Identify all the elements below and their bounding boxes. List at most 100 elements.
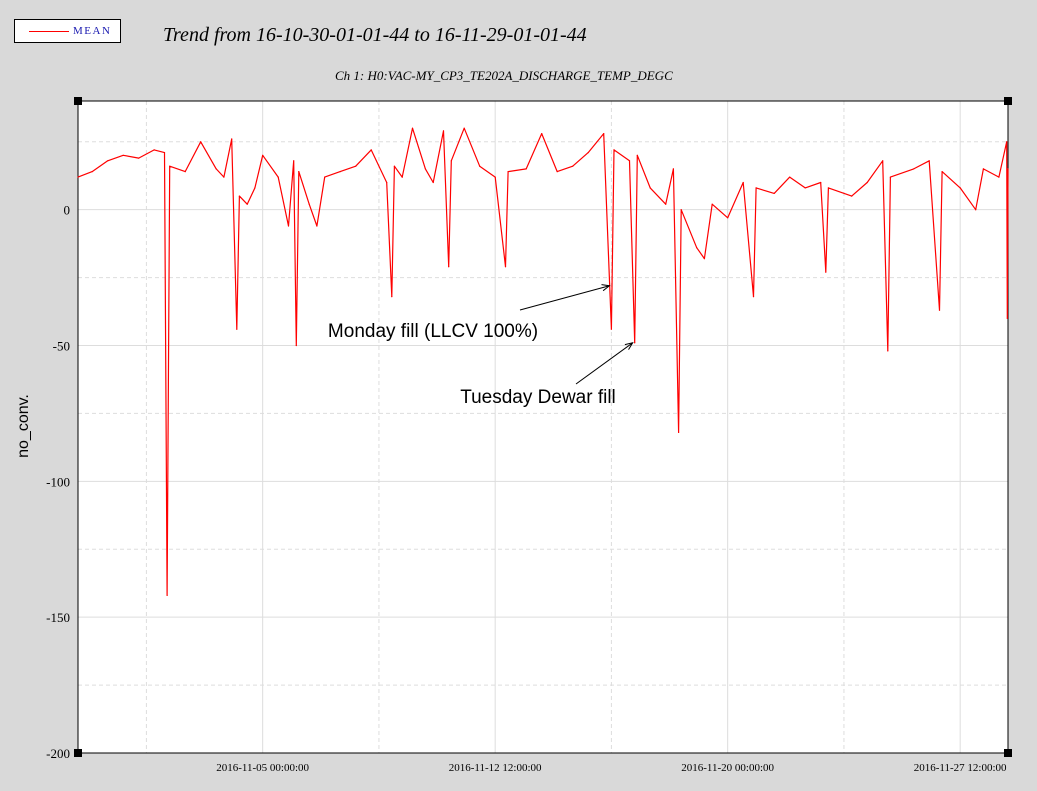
- data-point: [91, 171, 93, 173]
- data-point: [287, 225, 290, 227]
- chart-title: Trend from 16-10-30-01-01-44 to 16-11-29…: [163, 24, 587, 46]
- data-point: [507, 171, 509, 173]
- data-point: [215, 168, 217, 170]
- annotation-arrow: [575, 342, 633, 385]
- data-point: [254, 187, 256, 189]
- data-point: [238, 195, 240, 197]
- data-point: [295, 344, 297, 347]
- x-tick-label: 2016-11-27 12:00:00: [914, 762, 1007, 774]
- y-tick-label: -150: [46, 610, 70, 625]
- data-point: [391, 296, 393, 298]
- data-point: [153, 149, 155, 151]
- annotation-label: Tuesday Dewar fill: [460, 387, 616, 408]
- data-point: [324, 176, 326, 178]
- data-point: [393, 165, 395, 167]
- annotation-label: Monday fill (LLCV 100%): [328, 321, 538, 342]
- data-point: [107, 160, 109, 162]
- data-point: [1006, 317, 1008, 319]
- data-point: [424, 168, 426, 170]
- data-point: [742, 181, 744, 184]
- data-point: [223, 176, 225, 178]
- data-point: [572, 165, 574, 167]
- data-point: [448, 266, 450, 268]
- data-point: [998, 176, 1000, 178]
- legend-label: MEAN: [73, 25, 112, 37]
- data-point: [610, 328, 613, 330]
- data-point: [293, 160, 295, 162]
- data-point: [556, 171, 558, 173]
- data-point: [636, 154, 638, 156]
- data-point: [138, 157, 140, 159]
- annotation-arrowhead: [624, 342, 634, 350]
- data-point: [504, 266, 507, 268]
- data-point: [789, 176, 791, 178]
- data-point: [77, 176, 79, 178]
- data-point: [913, 168, 915, 170]
- data-point: [277, 176, 279, 178]
- data-point: [773, 192, 775, 194]
- y-tick-label: 0: [64, 203, 71, 218]
- data-point: [541, 133, 543, 135]
- data-point: [941, 171, 943, 173]
- data-point: [711, 203, 713, 205]
- data-point: [1007, 168, 1009, 170]
- data-point: [401, 176, 403, 178]
- data-point: [231, 138, 233, 140]
- data-point: [246, 203, 248, 205]
- data-point: [649, 187, 651, 189]
- data-point: [587, 152, 589, 154]
- data-point: [887, 350, 889, 352]
- data-point: [827, 187, 830, 189]
- data-point: [339, 171, 341, 173]
- annotation-arrow: [519, 285, 610, 311]
- legend: MEAN: [14, 19, 121, 43]
- data-point: [603, 133, 605, 135]
- plot-frame: [77, 100, 1009, 754]
- data-point: [432, 181, 434, 184]
- data-point: [298, 171, 300, 173]
- data-point: [411, 127, 414, 129]
- data-point: [678, 431, 680, 433]
- data-point: [680, 209, 682, 211]
- legend-swatch: [29, 31, 69, 32]
- data-point: [804, 187, 806, 189]
- data-point: [825, 271, 827, 273]
- data-point: [696, 247, 698, 249]
- data-point: [442, 130, 445, 132]
- data-point: [727, 217, 729, 219]
- channel-title: Ch 1: H0:VAC-MY_CP3_TE202A_DISCHARGE_TEM…: [335, 68, 673, 83]
- data-point: [752, 296, 755, 298]
- data-point: [889, 176, 892, 178]
- series-line-mean: [77, 127, 1009, 596]
- data-point: [975, 209, 977, 211]
- data-point: [463, 127, 465, 129]
- corner-handle: [74, 749, 82, 757]
- x-tick-label: 2016-11-12 12:00:00: [449, 762, 542, 774]
- corner-handle: [1004, 97, 1012, 105]
- data-point: [370, 149, 372, 151]
- plot-area: [78, 101, 1008, 753]
- corner-handle: [1004, 749, 1012, 757]
- data-point: [184, 171, 186, 173]
- data-point: [634, 342, 636, 344]
- data-point: [672, 168, 675, 170]
- corner-handle: [74, 97, 82, 105]
- annotation-arrowhead: [601, 284, 611, 292]
- data-point: [450, 160, 452, 162]
- data-point: [316, 225, 318, 227]
- data-point: [236, 328, 238, 330]
- data-point: [820, 181, 822, 184]
- x-tick-label: 2016-11-20 00:00:00: [681, 762, 774, 774]
- data-point: [928, 160, 930, 162]
- data-point: [386, 181, 388, 184]
- data-point: [479, 165, 481, 167]
- data-point: [866, 181, 868, 184]
- data-point: [163, 152, 166, 154]
- data-point: [882, 160, 884, 162]
- data-point: [1006, 141, 1008, 143]
- data-point: [355, 165, 357, 167]
- data-point: [262, 154, 264, 156]
- data-point: [169, 165, 171, 167]
- data-point: [628, 160, 631, 162]
